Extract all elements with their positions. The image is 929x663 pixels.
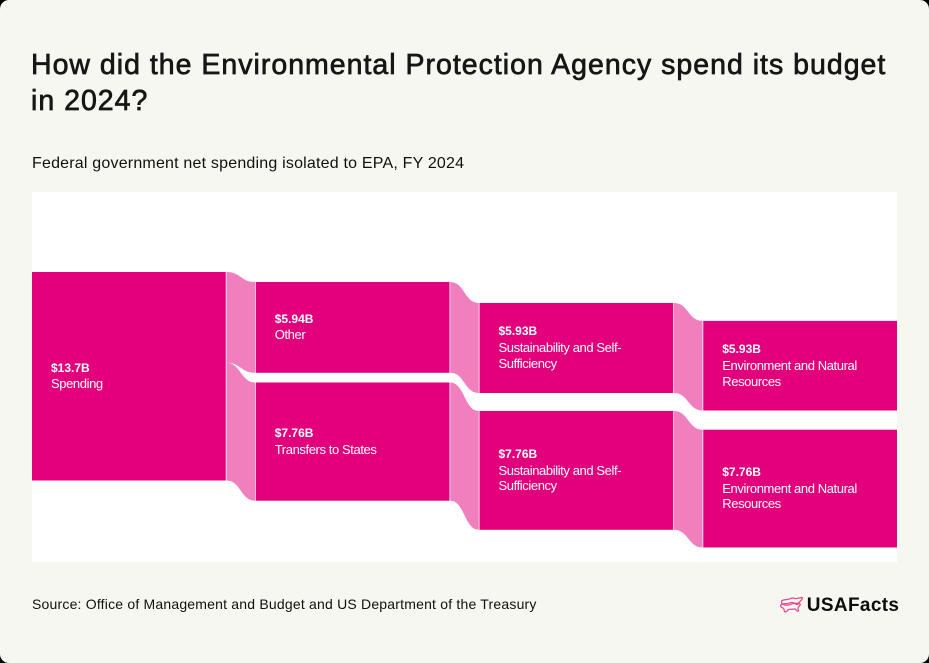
- svg-text:USAFacts: USAFacts: [807, 595, 900, 616]
